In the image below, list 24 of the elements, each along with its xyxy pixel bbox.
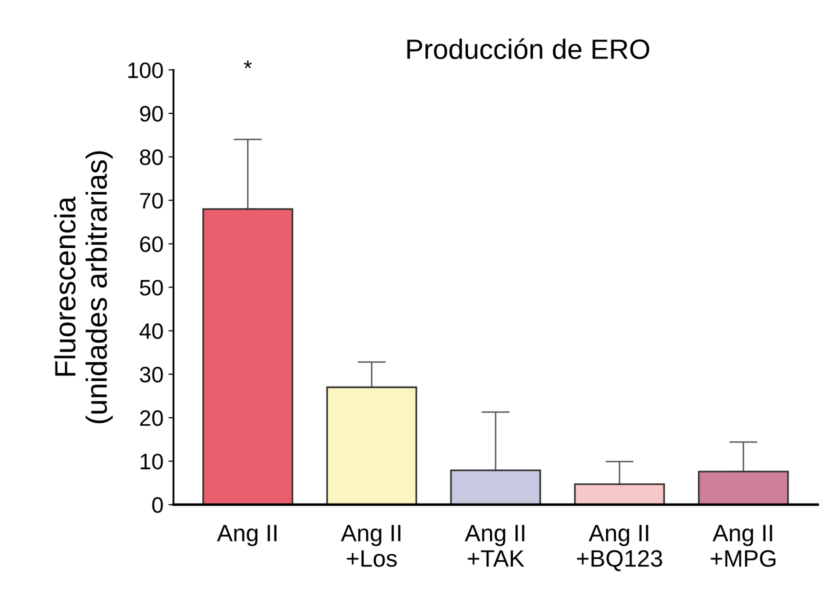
y-tick-label: 30 [140,366,163,382]
bar [326,386,418,505]
text: * [244,60,252,68]
y-tick-label: 10 [140,454,163,470]
bar [450,469,542,505]
y-tick-label: 70 [140,192,163,209]
x-tick-label: Ang II +Los [340,524,400,567]
x-tick-label: Ang II +MPG [710,524,776,567]
y-tick-label: 40 [140,323,163,340]
x-tick-label: Ang II +BQ123 [577,524,662,572]
y-axis-title: Fluorescencia (unidades arbitrarias) [54,151,113,424]
y-tick-label: 60 [140,236,163,252]
y-tick-label: 50 [140,280,163,296]
x-tick-label: Ang II +TAK [464,524,524,567]
bar [202,208,294,505]
y-tick-label: 80 [140,149,163,166]
chart-title: Producción de ERO [407,38,650,60]
bar [698,470,789,505]
bar [574,483,665,505]
y-tick-label: 0 [152,497,163,513]
x-tick-label: Ang II [217,524,276,546]
y-tick-label: 90 [140,106,163,122]
y-tick-label: 20 [140,410,163,426]
y-tick-label: 100 [128,62,163,78]
